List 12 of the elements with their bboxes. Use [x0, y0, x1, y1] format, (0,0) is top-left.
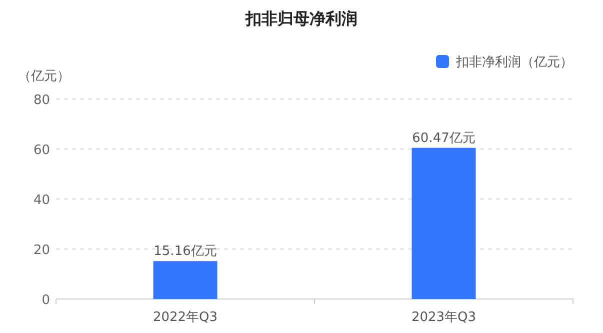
y-tick-label: 20: [33, 243, 50, 258]
y-axis-title: （亿元）: [18, 69, 70, 84]
y-tick-label: 60: [33, 143, 50, 158]
chart-title: 扣非归母净利润: [244, 9, 358, 28]
legend-label: 扣非净利润（亿元）: [455, 55, 573, 70]
data-label: 60.47亿元: [412, 130, 476, 146]
x-tick-label: 2023年Q3: [411, 310, 476, 325]
data-label: 15.16亿元: [154, 244, 217, 260]
y-tick-label: 40: [33, 193, 50, 208]
y-tick-label: 0: [42, 293, 50, 308]
y-tick-label: 80: [33, 93, 50, 108]
x-tick-label: 2022年Q3: [152, 310, 218, 325]
